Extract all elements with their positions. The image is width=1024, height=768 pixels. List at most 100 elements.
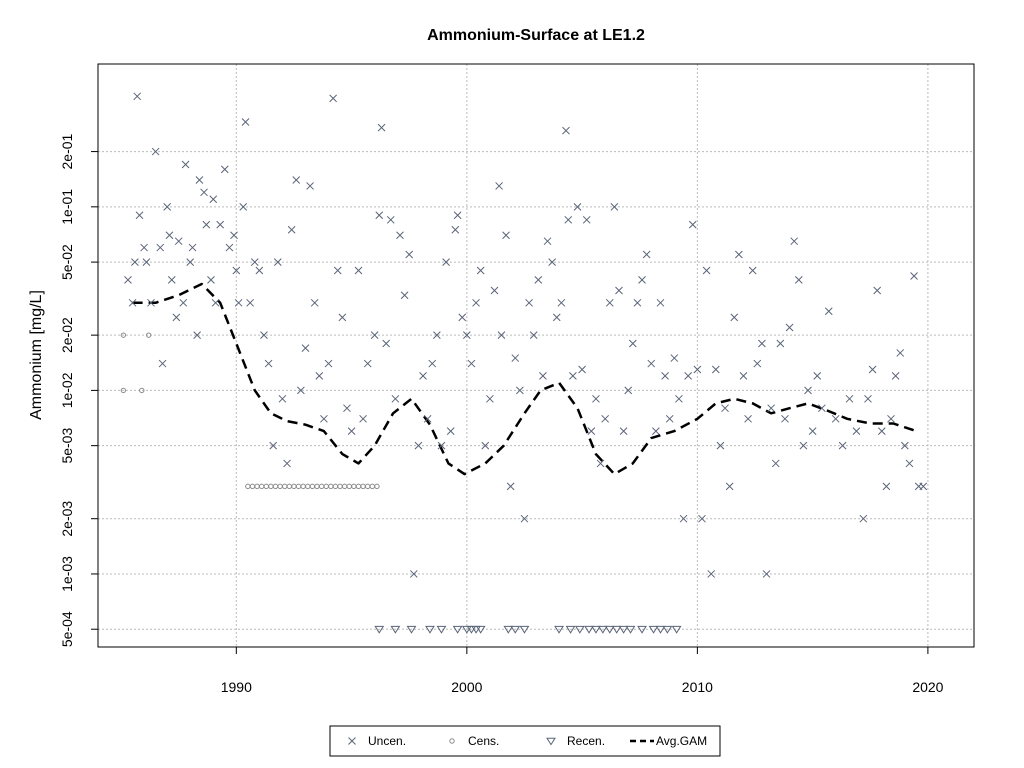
point-x: [172, 313, 181, 322]
point-x: [767, 404, 775, 413]
point-triangle-down: [390, 625, 401, 634]
point-o: [249, 483, 256, 490]
point-triangle-down: [655, 625, 666, 634]
point-o: [323, 483, 329, 490]
point-x: [297, 386, 305, 395]
point-x: [900, 441, 909, 450]
point-o: [309, 483, 316, 490]
point-x: [409, 570, 418, 578]
point-o: [332, 483, 339, 490]
point-x: [375, 211, 384, 220]
point-o: [346, 483, 352, 490]
point-x: [301, 344, 310, 352]
point-x: [495, 182, 503, 190]
point-x: [852, 427, 861, 435]
point-x: [735, 250, 743, 259]
point-x: [725, 482, 734, 491]
point-x: [794, 276, 803, 284]
point-x: [656, 298, 665, 307]
point-x: [486, 394, 494, 403]
x-axis: 1990 2000 2010 2020: [221, 647, 944, 695]
point-x: [232, 266, 241, 275]
point-x: [433, 331, 441, 339]
point-x: [693, 365, 702, 374]
point-x: [458, 313, 467, 322]
point-x: [516, 386, 524, 395]
point-x: [804, 386, 812, 395]
point-o: [300, 483, 306, 490]
point-x: [744, 414, 752, 423]
point-x: [776, 339, 785, 348]
point-x: [647, 359, 656, 368]
point-triangle-down: [503, 625, 514, 634]
point-triangle-down: [662, 625, 673, 634]
point-x: [481, 441, 490, 450]
point-x: [283, 459, 291, 468]
legend-label: Recen.: [567, 734, 605, 748]
point-x: [391, 394, 400, 403]
point-x: [400, 291, 409, 300]
point-x: [748, 266, 757, 275]
point-triangle-down: [475, 625, 486, 634]
point-triangle-down: [618, 625, 629, 634]
point-x: [377, 123, 386, 132]
point-x: [824, 307, 833, 316]
point-x: [343, 404, 351, 413]
point-x: [396, 231, 404, 240]
point-x: [472, 298, 480, 307]
point-x: [592, 394, 600, 403]
x-tick-label: 2010: [682, 679, 713, 695]
point-x: [423, 414, 432, 423]
point-o: [341, 483, 348, 490]
point-x: [202, 220, 211, 229]
point-x: [569, 372, 577, 380]
point-x: [370, 331, 379, 339]
point-o: [245, 483, 251, 490]
point-x: [211, 298, 220, 307]
point-x: [338, 313, 347, 322]
grid: [98, 64, 974, 647]
point-x: [529, 331, 538, 339]
point-x: [363, 359, 372, 368]
point-x: [246, 298, 255, 307]
point-x: [661, 372, 669, 380]
point-triangle-down: [597, 625, 608, 634]
x-tick-label: 2020: [912, 679, 943, 695]
point-x: [186, 258, 195, 266]
point-x: [716, 441, 725, 450]
point-x: [269, 441, 278, 450]
point-x: [642, 250, 651, 259]
point-x: [652, 427, 660, 435]
point-x: [207, 276, 215, 284]
point-x: [684, 372, 693, 380]
point-x: [534, 276, 543, 284]
point-x: [200, 188, 208, 197]
point-x: [260, 331, 268, 339]
point-x: [128, 298, 137, 307]
point-x: [386, 215, 395, 224]
point-x: [813, 372, 822, 380]
point-x: [124, 276, 132, 284]
chart-title: Ammonium-Surface at LE1.2: [427, 27, 645, 44]
point-x: [831, 414, 840, 423]
point-o: [120, 332, 127, 338]
point-x: [578, 365, 586, 374]
y-tick-label: 1e-03: [59, 556, 75, 592]
point-x: [181, 160, 190, 169]
point-x: [320, 414, 328, 423]
legend-symbol: [449, 738, 455, 744]
point-x: [619, 427, 628, 435]
point-triangle-down: [406, 625, 417, 634]
point-o: [258, 483, 265, 490]
point-x: [887, 414, 895, 423]
point-o: [254, 483, 260, 490]
point-x: [382, 339, 391, 348]
point-x: [877, 427, 886, 435]
point-o: [286, 483, 293, 490]
point-o: [369, 483, 376, 490]
point-o: [305, 483, 311, 490]
point-triangle-down: [510, 625, 521, 634]
point-x: [230, 231, 238, 240]
y-tick-label: 5e-04: [59, 611, 75, 647]
point-x: [490, 286, 499, 295]
